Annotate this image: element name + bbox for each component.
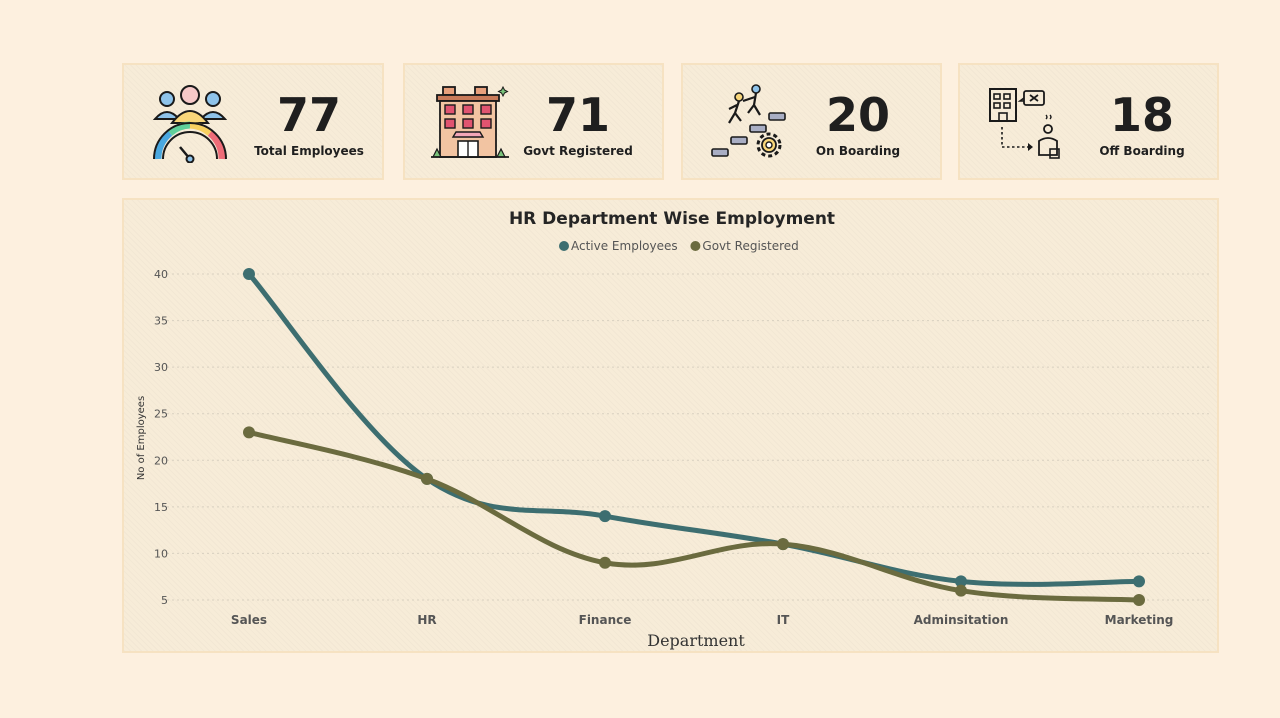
y-axis-label: No of Employees: [136, 396, 147, 480]
data-point: [1133, 575, 1145, 588]
legend-label: Govt Registered: [702, 239, 798, 253]
series-govt-registered: [243, 426, 1145, 606]
kpi-label: On Boarding: [815, 144, 901, 158]
chart-canvas: HR Department Wise Employment Active Emp…: [136, 209, 1209, 650]
chart-legend: Active Employees Govt Registered: [559, 239, 799, 253]
kpi-label: Govt Registered: [523, 144, 633, 158]
chart-title: HR Department Wise Employment: [509, 209, 835, 229]
x-tick-label: IT: [777, 613, 790, 627]
x-tick-label: Marketing: [1105, 613, 1174, 627]
y-tick-label: 30: [154, 361, 168, 374]
kpi-value: 20: [825, 88, 890, 142]
kpi-value: 18: [1109, 88, 1174, 142]
y-tick-label: 5: [161, 594, 168, 607]
y-axis-ticks: 5 10 15 20 25 30 35 40: [154, 268, 168, 607]
kpi-value: 71: [545, 88, 610, 142]
kpi-card-on-boarding[interactable]: 20 On Boarding: [681, 63, 942, 180]
office-building-icon: [431, 85, 509, 158]
x-tick-label: Finance: [579, 613, 632, 627]
data-point: [243, 268, 255, 280]
career-steps-icon: [711, 84, 786, 158]
kpi-label: Off Boarding: [1099, 144, 1185, 158]
y-tick-label: 15: [154, 501, 168, 514]
legend-label: Active Employees: [571, 239, 678, 253]
series-line: [246, 429, 1142, 603]
kpi-card-govt-registered[interactable]: 71 Govt Registered: [403, 63, 664, 180]
legend-marker: [559, 241, 569, 251]
kpi-value: 77: [276, 88, 341, 142]
data-point: [599, 556, 611, 569]
y-tick-label: 20: [154, 454, 168, 467]
x-tick-label: Sales: [231, 613, 267, 627]
data-point: [955, 584, 967, 597]
kpi-card-off-boarding[interactable]: 18 Off Boarding: [958, 63, 1219, 180]
x-tick-label: HR: [417, 613, 436, 627]
y-tick-label: 10: [154, 547, 168, 560]
series-line: [246, 271, 1142, 587]
data-point: [955, 575, 967, 588]
x-tick-label: Adminsitation: [914, 613, 1009, 627]
employment-line-chart: HR Department Wise Employment Active Emp…: [122, 198, 1219, 653]
data-point: [421, 472, 433, 485]
data-point: [1133, 594, 1145, 606]
chart-gridlines: [162, 273, 1209, 601]
kpi-label: Total Employees: [254, 144, 364, 158]
data-point: [777, 538, 789, 551]
chart-series: [243, 268, 1145, 606]
legend-marker: [690, 241, 701, 251]
x-axis-ticks: Sales HR Finance IT Adminsitation Marketing: [231, 613, 1173, 627]
y-tick-label: 40: [154, 268, 168, 281]
y-tick-label: 35: [154, 315, 168, 328]
kpi-card-total-employees[interactable]: 77 Total Employees: [122, 63, 384, 180]
offboarding-exit-icon: [989, 88, 1060, 159]
series-active-employees: [243, 268, 1145, 588]
y-tick-label: 25: [154, 408, 168, 421]
x-axis-label: Department: [647, 631, 745, 650]
data-point: [243, 426, 255, 439]
data-point: [599, 510, 611, 523]
team-gauge-icon: [152, 85, 228, 163]
